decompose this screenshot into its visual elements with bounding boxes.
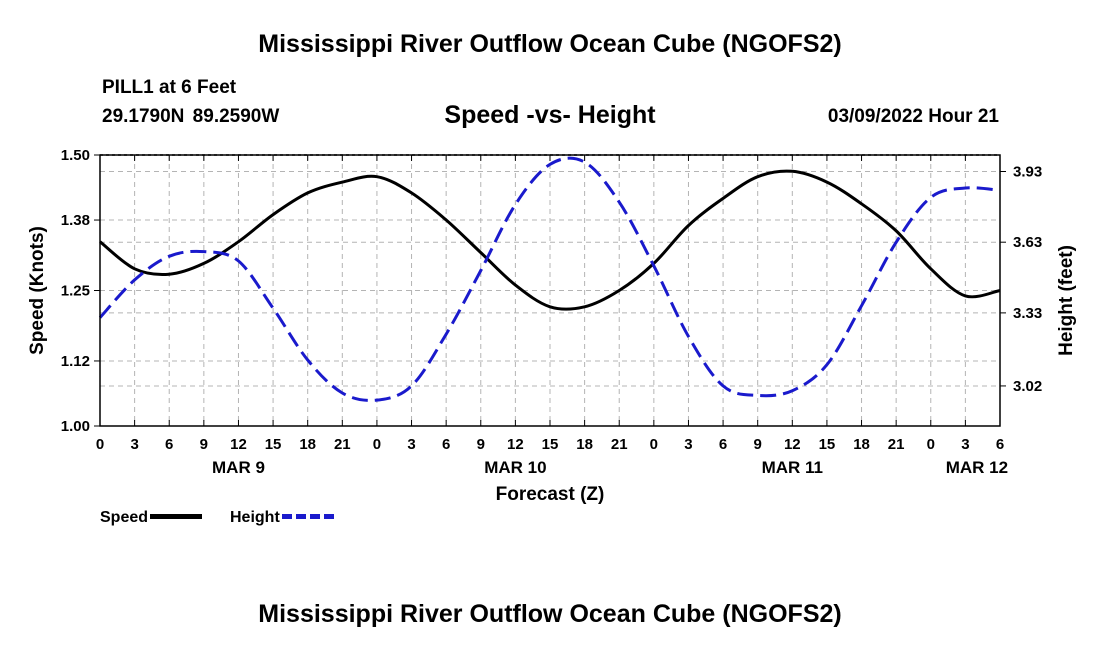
y2-tick-label: 3.63 — [1013, 234, 1042, 251]
legend-speed-label: Speed — [100, 509, 149, 526]
x-tick-label: 6 — [719, 436, 727, 453]
y2-tick-label: 3.33 — [1013, 305, 1042, 322]
x-tick-label: 3 — [130, 436, 138, 453]
x-tick-label: 6 — [442, 436, 450, 453]
x-tick-label: 21 — [611, 436, 628, 453]
x-tick-label: 9 — [477, 436, 485, 453]
x-tick-label: 3 — [407, 436, 415, 453]
x-tick-label: 21 — [888, 436, 905, 453]
y2-tick-label: 3.02 — [1013, 378, 1042, 395]
legend-speed-swatch — [150, 514, 203, 520]
legend-height-label: Height — [230, 509, 280, 526]
series — [98, 156, 1001, 402]
x-day-label: MAR 9 — [212, 458, 265, 477]
y-tick-label: 1.50 — [61, 147, 90, 164]
series-line-height — [98, 156, 1001, 402]
x-tick-label: 18 — [576, 436, 593, 453]
legend-speed: Speed — [100, 509, 203, 527]
x-tick-label: 15 — [819, 436, 836, 453]
x-tick-label: 9 — [200, 436, 208, 453]
x-tick-label: 3 — [684, 436, 692, 453]
x-tick-label: 12 — [230, 436, 247, 453]
x-tick-label: 15 — [542, 436, 559, 453]
axes: 0 3 6 9 12 15 18 21 0 3 6 9 12 15 18 21 0 3 6 9 12 15 18 21 0 3 6 1… — [27, 147, 1077, 505]
y-tick-label: 1.12 — [61, 353, 90, 370]
x-day-label: MAR 10 — [484, 458, 546, 477]
grid — [100, 155, 1000, 426]
x-tick-label: 18 — [299, 436, 316, 453]
x-tick-label: 21 — [334, 436, 351, 453]
x-axis-title: Forecast (Z) — [496, 484, 605, 505]
x-tick-label: 0 — [927, 436, 935, 453]
y-axis-title: Speed (Knots) — [27, 226, 48, 355]
legend-height-swatch — [281, 514, 334, 520]
x-day-label: MAR 12 — [946, 458, 1008, 477]
y-tick-label: 1.25 — [61, 283, 90, 300]
y-tick-label: 1.38 — [61, 212, 90, 229]
x-tick-label: 0 — [96, 436, 104, 453]
y2-tick-label: 3.93 — [1013, 163, 1042, 180]
forecast-datetime: 03/09/2022 Hour 21 — [827, 106, 999, 127]
x-tick-label: 9 — [754, 436, 762, 453]
x-tick-label: 15 — [265, 436, 282, 453]
y2-axis-title: Height (feet) — [1056, 245, 1077, 356]
x-tick-label: 6 — [996, 436, 1004, 453]
page-title: Mississippi River Outflow Ocean Cube (NG… — [258, 30, 842, 58]
x-tick-label: 6 — [165, 436, 173, 453]
station-coordinates: 29.1790N 89.2590W — [102, 106, 280, 127]
legend-height: Height — [230, 509, 334, 527]
footer-title: Mississippi River Outflow Ocean Cube (NG… — [258, 600, 842, 628]
series-line-speed — [99, 169, 1001, 311]
x-tick-label: 3 — [961, 436, 969, 453]
x-day-label: MAR 11 — [762, 458, 823, 477]
x-tick-label: 0 — [650, 436, 658, 453]
station-name: PILL1 at 6 Feet — [102, 77, 237, 98]
x-tick-label: 0 — [373, 436, 381, 453]
chart-subtitle: Speed -vs- Height — [444, 101, 656, 129]
y-tick-label: 1.00 — [61, 418, 90, 435]
x-tick-label: 18 — [853, 436, 870, 453]
x-tick-label: 12 — [507, 436, 524, 453]
x-tick-label: 12 — [784, 436, 801, 453]
